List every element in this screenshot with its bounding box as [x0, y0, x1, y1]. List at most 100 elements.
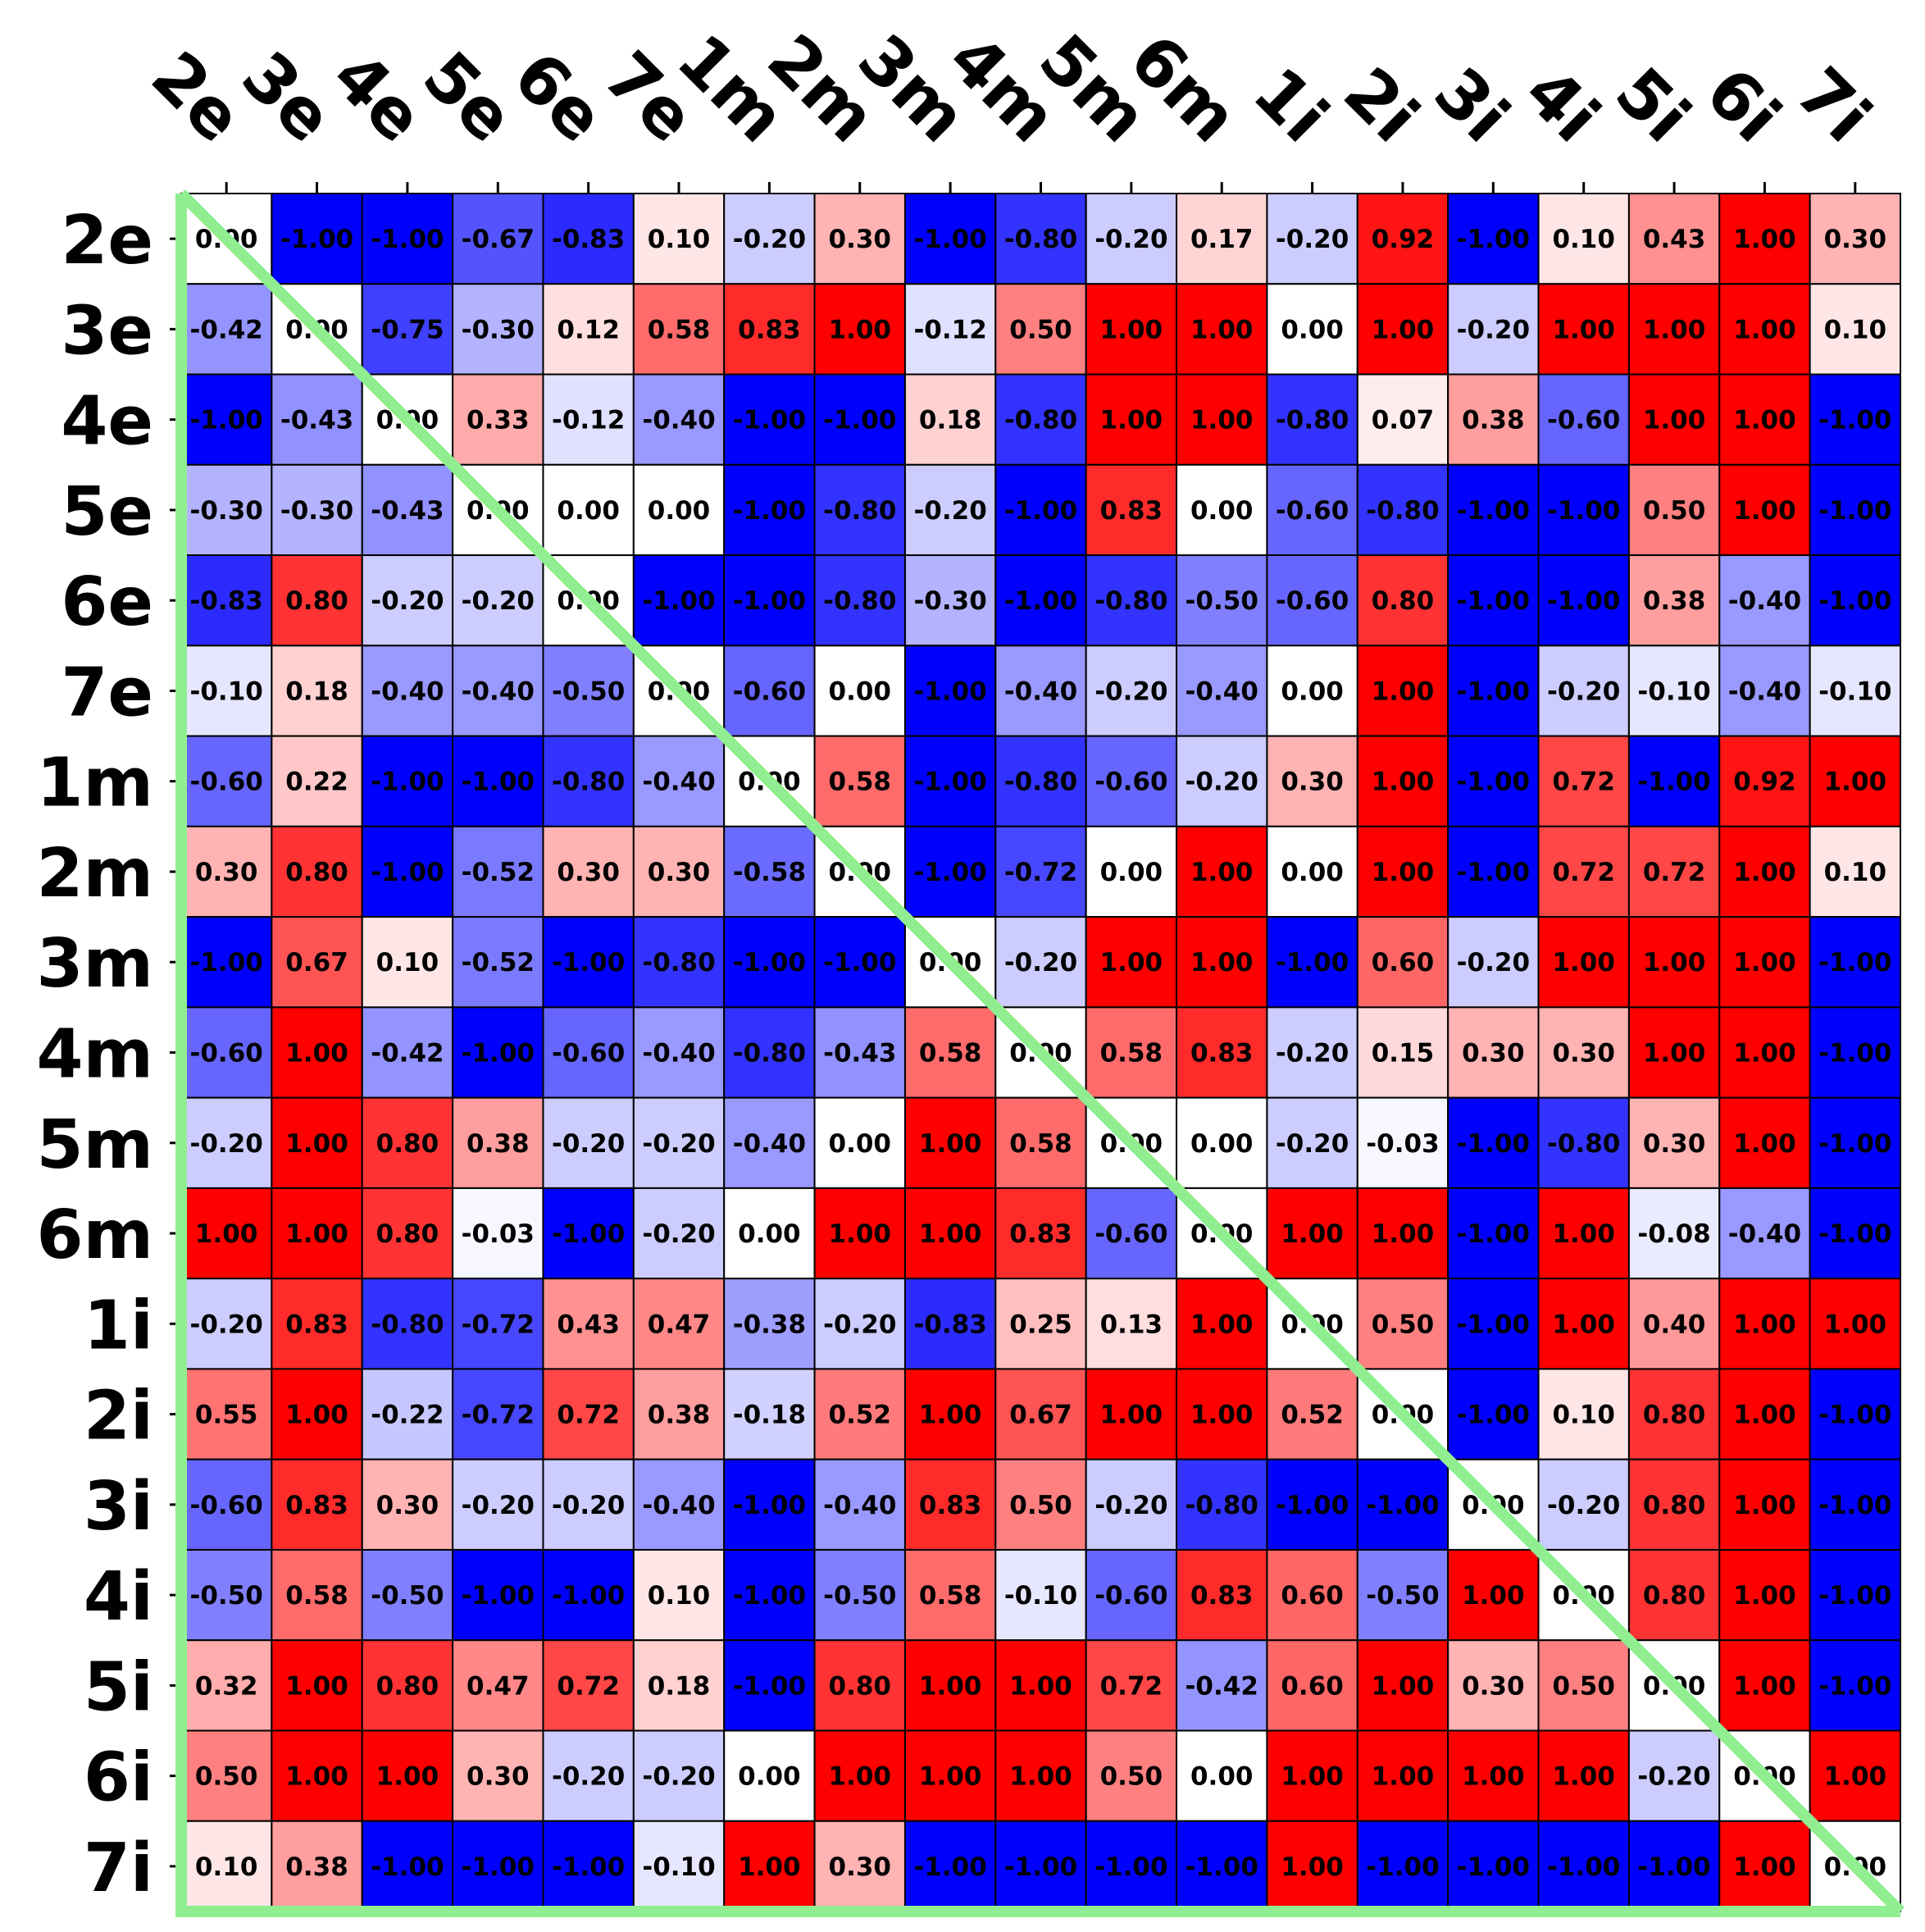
- cell-value-label-4m-7e: -0.40: [642, 1039, 715, 1069]
- cell-value-label-1i-2m: -0.20: [823, 1310, 896, 1339]
- heatmap-cell-2m-2e: [180, 825, 273, 918]
- cell-value-label-4m-2e: -0.60: [190, 1039, 263, 1069]
- heatmap-cell-2i-5i: [1627, 1368, 1721, 1460]
- heatmap-cell-4m-6m: [1176, 1006, 1268, 1099]
- x-tick-label-2i: 2i: [1329, 53, 1433, 157]
- cell-value-label-7i-4e: -1.00: [371, 1852, 444, 1882]
- heatmap-cell-1i-7e: [632, 1278, 726, 1370]
- cell-value-label-7i-2e: 0.10: [195, 1852, 258, 1882]
- heatmap-cell-4i-7e: [632, 1548, 726, 1642]
- heatmap-cell-6m-3e: [271, 1187, 363, 1280]
- heatmap-cell-4i-3i: [1447, 1548, 1540, 1642]
- cell-value-label-5e-2i: -0.80: [1366, 496, 1439, 526]
- cell-value-label-6i-2i: 1.00: [1372, 1762, 1435, 1792]
- cell-value-label-2i-3i: -1.00: [1457, 1401, 1530, 1430]
- cell-value-label-6e-4i: -1.00: [1547, 586, 1620, 616]
- cell-value-label-1i-1m: -0.38: [733, 1310, 806, 1339]
- heatmap-cell-3m-4m: [994, 916, 1087, 1009]
- x-tick-label-5i: 5i: [1600, 53, 1704, 157]
- heatmap-cell-2i-6e: [542, 1368, 635, 1460]
- heatmap-cell-2e-5i: [1627, 193, 1721, 285]
- cell-value-label-1m-1i: 0.30: [1281, 768, 1344, 797]
- heatmap-cell-7i-4e: [361, 1820, 454, 1912]
- heatmap-cell-2m-7e: [632, 825, 726, 918]
- heatmap-cell-6m-2i: [1356, 1187, 1449, 1280]
- cell-value-label-5i-3i: 0.30: [1462, 1671, 1525, 1701]
- cell-value-label-2i-5i: 0.80: [1643, 1401, 1706, 1430]
- cell-value-label-1i-3m: -0.83: [913, 1310, 986, 1339]
- cell-value-label-5i-1i: 0.60: [1281, 1671, 1344, 1701]
- heatmap-cell-5e-6m: [1176, 463, 1268, 557]
- cell-value-label-5m-4m: 0.58: [1009, 1129, 1072, 1159]
- cell-value-label-2e-5e: -0.67: [462, 225, 535, 254]
- cell-value-label-5m-1i: -0.20: [1276, 1129, 1349, 1159]
- heatmap-cell-6e-2e: [180, 554, 273, 647]
- cell-value-label-6m-3e: 1.00: [285, 1219, 348, 1249]
- heatmap-cell-4i-5e: [452, 1548, 544, 1642]
- cell-value-label-7e-6m: -0.40: [1185, 677, 1258, 706]
- cell-value-label-5m-7i: -1.00: [1818, 1129, 1891, 1159]
- heatmap-cell-5m-2e: [180, 1096, 273, 1189]
- heatmap-cell-3m-2m: [813, 916, 906, 1009]
- cell-value-label-1i-7i: 1.00: [1824, 1310, 1887, 1339]
- cell-value-label-4i-7i: -1.00: [1818, 1581, 1891, 1611]
- cell-value-label-7e-6i: -0.40: [1728, 677, 1801, 706]
- heatmap-cell-5i-2i: [1356, 1639, 1449, 1732]
- y-tick-label-3e: 3e: [61, 292, 153, 370]
- heatmap-cell-5i-4m: [994, 1639, 1087, 1732]
- cell-value-label-2e-1m: -0.20: [733, 225, 806, 254]
- cell-value-label-2e-4i: 0.10: [1552, 225, 1615, 254]
- heatmap-cell-3i-6m: [1176, 1458, 1268, 1551]
- cell-value-label-6i-5e: 0.30: [466, 1762, 530, 1792]
- cell-value-label-4e-6e: -0.12: [552, 406, 625, 435]
- cell-value-label-4m-2i: 0.15: [1372, 1039, 1435, 1069]
- cell-value-label-4i-2e: -0.50: [190, 1581, 263, 1611]
- heatmap-cell-2e-6i: [1718, 193, 1811, 285]
- heatmap-cell-7e-1i: [1266, 645, 1358, 737]
- cell-value-label-4e-4m: -0.80: [1004, 406, 1077, 435]
- heatmap-cell-6i-5e: [452, 1729, 544, 1822]
- cell-value-label-1m-7e: -0.40: [642, 768, 715, 797]
- cell-value-label-6i-6m: 0.00: [1190, 1762, 1254, 1792]
- heatmap-cell-6m-2m: [813, 1187, 906, 1280]
- x-tick-label-7i: 7i: [1781, 53, 1885, 157]
- heatmap-cell-3e-3m: [903, 283, 997, 376]
- cell-value-label-4m-4e: -0.42: [371, 1039, 444, 1069]
- cell-value-label-4m-3i: 0.30: [1462, 1039, 1525, 1069]
- cell-value-label-6m-5i: -0.08: [1637, 1219, 1710, 1249]
- cell-value-label-7e-1i: 0.00: [1281, 677, 1344, 706]
- heatmap-cell-2m-4i: [1537, 825, 1630, 918]
- cell-value-label-6i-3i: 1.00: [1462, 1762, 1525, 1792]
- cell-value-label-2m-7e: 0.30: [648, 858, 711, 887]
- cell-value-label-4e-7e: -0.40: [642, 406, 715, 435]
- heatmap-cell-6m-4e: [361, 1187, 454, 1280]
- heatmap-cell-3e-6m: [1176, 283, 1268, 376]
- heatmap-cell-5i-2m: [813, 1639, 906, 1732]
- heatmap-cell-3m-3e: [271, 916, 363, 1009]
- cell-value-label-5e-4i: -1.00: [1547, 496, 1620, 526]
- cell-value-label-4e-3i: 0.38: [1462, 406, 1525, 435]
- heatmap-cell-4m-4i: [1537, 1006, 1630, 1099]
- cell-value-label-3m-6i: 1.00: [1733, 948, 1796, 977]
- heatmap-cell-6e-7i: [1809, 554, 1902, 647]
- heatmap-cell-3m-4i: [1537, 916, 1630, 1009]
- heatmap-cell-6i-2m: [813, 1729, 906, 1822]
- heatmap-cell-2i-3m: [903, 1368, 997, 1460]
- cell-value-label-7e-7i: -0.10: [1818, 677, 1891, 706]
- cell-value-label-6i-2e: 0.50: [195, 1762, 258, 1792]
- cell-value-label-3e-5e: -0.30: [462, 315, 535, 344]
- heatmap-cell-7e-7i: [1809, 645, 1902, 737]
- cell-value-label-6e-2e: -0.83: [190, 586, 263, 616]
- heatmap-cell-2i-6i: [1718, 1368, 1811, 1460]
- heatmap-cell-2m-5i: [1627, 825, 1721, 918]
- cell-value-label-3m-1i: -1.00: [1276, 948, 1349, 977]
- cell-value-label-2e-5i: 0.43: [1643, 225, 1706, 254]
- cell-value-label-2m-1i: 0.00: [1281, 858, 1344, 887]
- heatmap-cell-4e-4m: [994, 373, 1087, 466]
- cell-value-label-4e-7i: -1.00: [1818, 406, 1891, 435]
- cell-value-label-6e-5i: 0.38: [1643, 586, 1706, 616]
- heatmap-cell-6i-4e: [361, 1729, 454, 1822]
- heatmap-cell-5e-5m: [1085, 463, 1178, 557]
- cell-value-label-6m-6e: -1.00: [552, 1219, 625, 1249]
- cell-value-label-4i-3i: 1.00: [1462, 1581, 1525, 1611]
